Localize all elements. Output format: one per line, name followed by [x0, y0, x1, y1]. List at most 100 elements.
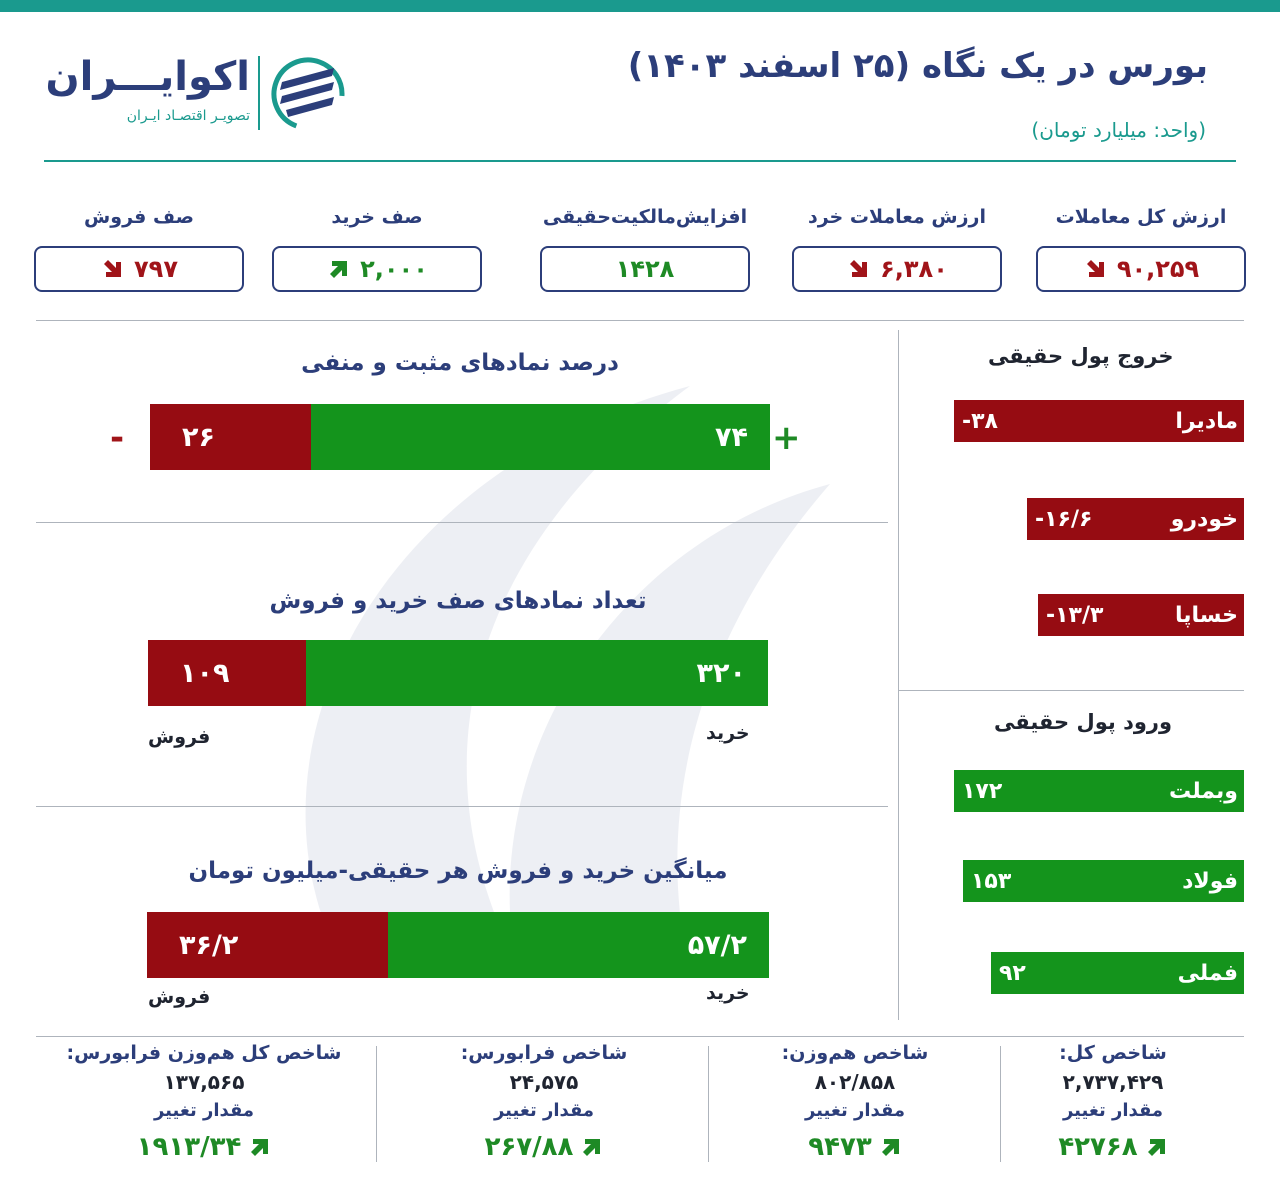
watermark-logo-icon [305, 386, 830, 974]
avg-trade-bar: ۳۶/۲ ۵۷/۲ [147, 912, 769, 978]
index-total: شاخص کل: ۲,۷۳۷,۴۲۹ مقدار تغییر ۴۲۷۶۸ [968, 1042, 1258, 1162]
page-title: بورس در یک نگاه (۲۵ اسفند ۱۴۰۳) [627, 46, 1208, 86]
outflow-symbol: مادیرا [1175, 408, 1238, 434]
buy-caption: خرید [706, 982, 750, 1004]
outflow-value: -۱۶/۶ [1035, 506, 1093, 532]
index-value: ۸۰۲/۸۵۸ [814, 1070, 896, 1094]
unit-subtitle: (واحد: میلیارد تومان) [1031, 118, 1206, 142]
stat-buy-queue: صف خرید ۲,۰۰۰ [272, 206, 482, 292]
outflow-bar: -۳۸ مادیرا [954, 400, 1244, 442]
buy-queue-value: ۳۲۰ [696, 657, 746, 689]
index-value: ۱۳۷,۵۶۵ [163, 1070, 245, 1094]
arrow-up-right-icon [1147, 1139, 1165, 1156]
sell-caption: فروش [148, 986, 211, 1008]
column-divider [898, 330, 899, 1020]
stat-label: ارزش کل معاملات [1055, 206, 1227, 228]
sell-queue-value: ۱۰۹ [180, 657, 230, 689]
index-change: ۴۲۷۶۸ [968, 1132, 1258, 1162]
outflow-symbol: خساپا [1174, 602, 1238, 628]
avg-trade-title: میانگین خرید و فروش هر حقیقی-میلیون توما… [188, 858, 728, 884]
stat-value: ۹۰,۲۵۹ [1116, 255, 1200, 283]
stat-box: ۱۴۲۸ [540, 246, 750, 292]
logo-subtitle: تصویـر اقتصـاد ایـران [126, 108, 250, 124]
arrow-up-right-icon [583, 1139, 601, 1156]
index-change-label: مقدار تغییر [1062, 1100, 1164, 1121]
section-divider [898, 690, 1244, 691]
outflow-symbol: خودرو [1170, 506, 1238, 532]
arrow-up-right-icon [330, 261, 348, 278]
avg-sell-segment: ۳۶/۲ [147, 912, 388, 978]
outflow-bar: -۱۶/۶ خودرو [1027, 498, 1244, 540]
index-change-label: مقدار تغییر [804, 1100, 906, 1121]
logo-name: اکوایـــران [45, 54, 250, 100]
arrow-down-right-icon [1086, 260, 1104, 277]
stat-label: صف خرید [331, 206, 423, 228]
stat-box: ۶,۳۸۰ [792, 246, 1002, 292]
plus-sign: + [772, 418, 801, 458]
outflow-title: خروج پول حقیقی [988, 344, 1174, 368]
stat-label: افزایش‌مالکیت‌حقیقی [542, 206, 748, 228]
stat-value: ۱۴۲۸ [615, 255, 675, 283]
index-change: ۹۴۷۳ [710, 1132, 1000, 1162]
sell-caption: فروش [148, 726, 211, 748]
index-change: ۱۹۱۳/۳۴ [44, 1132, 364, 1162]
outflow-value: -۳۸ [962, 408, 998, 434]
index-name: شاخص کل: [1059, 1042, 1167, 1064]
outflow-value: -۱۳/۳ [1046, 602, 1104, 628]
brand-logo: اکوایـــران تصویـر اقتصـاد ایـران [45, 48, 360, 138]
outflow-bar: -۱۳/۳ خساپا [1038, 594, 1244, 636]
stat-label: ارزش معاملات خرد [807, 206, 986, 228]
stat-value: ۶,۳۸۰ [880, 255, 948, 283]
index-change-label: مقدار تغییر [493, 1100, 595, 1121]
stat-label: صف فروش [84, 206, 194, 228]
stat-box: ۲,۰۰۰ [272, 246, 482, 292]
stat-value: ۷۹۷ [134, 255, 178, 283]
buy-caption: خرید [706, 722, 750, 744]
inflow-symbol: فملی [1177, 960, 1238, 986]
index-farabourse-equal-weight: شاخص کل هم‌وزن فرابورس: ۱۳۷,۵۶۵ مقدار تغ… [44, 1042, 364, 1162]
avg-buy-segment: ۵۷/۲ [388, 912, 769, 978]
stat-box: ۹۰,۲۵۹ [1036, 246, 1246, 292]
section-divider [36, 320, 1244, 321]
arrow-up-right-icon [881, 1139, 899, 1156]
queue-count-bar: ۱۰۹ ۳۲۰ [148, 640, 768, 706]
inflow-symbol: وبملت [1169, 778, 1238, 804]
stat-box: ۷۹۷ [34, 246, 244, 292]
section-divider [36, 806, 888, 807]
pos-neg-title: درصد نمادهای مثبت و منفی [301, 350, 619, 376]
stat-retail-value: ارزش معاملات خرد ۶,۳۸۰ [792, 206, 1002, 292]
index-divider [708, 1046, 709, 1162]
index-equal-weight: شاخص هم‌وزن: ۸۰۲/۸۵۸ مقدار تغییر ۹۴۷۳ [710, 1042, 1000, 1162]
negative-segment: ۲۶ [150, 404, 311, 470]
index-value: ۲,۷۳۷,۴۲۹ [1062, 1070, 1164, 1094]
inflow-title: ورود پول حقیقی [994, 710, 1173, 734]
section-divider [36, 522, 888, 523]
sell-queue-segment: ۱۰۹ [148, 640, 306, 706]
inflow-symbol: فولاد [1182, 868, 1238, 894]
negative-value: ۲۶ [182, 421, 215, 453]
index-name: شاخص کل هم‌وزن فرابورس: [66, 1042, 342, 1064]
inflow-bar: ۱۷۲ وبملت [954, 770, 1244, 812]
minus-sign: - [110, 418, 125, 458]
header-divider [44, 160, 1236, 162]
stat-ownership-increase: افزایش‌مالکیت‌حقیقی ۱۴۲۸ [540, 206, 750, 292]
positive-value: ۷۴ [715, 421, 748, 453]
stat-sell-queue: صف فروش ۷۹۷ [34, 206, 244, 292]
avg-sell-value: ۳۶/۲ [179, 929, 239, 961]
positive-segment: ۷۴ [311, 404, 770, 470]
index-name: شاخص هم‌وزن: [781, 1042, 929, 1064]
inflow-value: ۱۷۲ [962, 778, 1003, 804]
inflow-value: ۹۲ [999, 960, 1026, 986]
logo-mark-icon [271, 57, 345, 131]
index-change-label: مقدار تغییر [153, 1100, 255, 1121]
index-divider [376, 1046, 377, 1162]
top-accent-bar [0, 0, 1280, 12]
index-change-value: ۱۹۱۳/۳۴ [136, 1132, 242, 1162]
queue-count-title: تعداد نمادهای صف خرید و فروش [269, 588, 647, 614]
index-change-value: ۲۶۷/۸۸ [484, 1132, 574, 1162]
section-divider [36, 1036, 1244, 1037]
avg-buy-value: ۵۷/۲ [687, 929, 747, 961]
index-change-value: ۹۴۷۳ [808, 1132, 872, 1162]
index-change-value: ۴۲۷۶۸ [1058, 1132, 1138, 1162]
arrow-up-right-icon [251, 1139, 269, 1156]
